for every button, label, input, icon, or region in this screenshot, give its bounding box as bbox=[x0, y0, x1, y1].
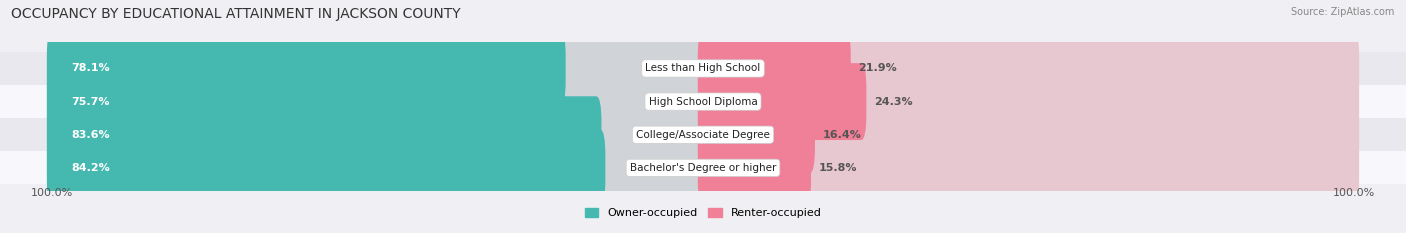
FancyBboxPatch shape bbox=[46, 129, 709, 206]
FancyBboxPatch shape bbox=[0, 85, 1406, 118]
FancyBboxPatch shape bbox=[697, 30, 851, 107]
Text: OCCUPANCY BY EDUCATIONAL ATTAINMENT IN JACKSON COUNTY: OCCUPANCY BY EDUCATIONAL ATTAINMENT IN J… bbox=[11, 7, 461, 21]
Text: 24.3%: 24.3% bbox=[875, 97, 912, 106]
Text: 16.4%: 16.4% bbox=[823, 130, 862, 140]
Text: 83.6%: 83.6% bbox=[72, 130, 110, 140]
FancyBboxPatch shape bbox=[0, 151, 1406, 185]
FancyBboxPatch shape bbox=[697, 96, 815, 173]
FancyBboxPatch shape bbox=[46, 30, 709, 107]
FancyBboxPatch shape bbox=[0, 52, 1406, 85]
Text: College/Associate Degree: College/Associate Degree bbox=[636, 130, 770, 140]
Text: High School Diploma: High School Diploma bbox=[648, 97, 758, 106]
FancyBboxPatch shape bbox=[697, 63, 866, 140]
FancyBboxPatch shape bbox=[697, 129, 1360, 206]
FancyBboxPatch shape bbox=[46, 63, 550, 140]
FancyBboxPatch shape bbox=[697, 63, 1360, 140]
FancyBboxPatch shape bbox=[697, 129, 811, 206]
FancyBboxPatch shape bbox=[46, 96, 709, 173]
Text: Bachelor's Degree or higher: Bachelor's Degree or higher bbox=[630, 163, 776, 173]
FancyBboxPatch shape bbox=[697, 96, 1360, 173]
Text: 84.2%: 84.2% bbox=[72, 163, 110, 173]
Text: 75.7%: 75.7% bbox=[72, 97, 110, 106]
Text: 100.0%: 100.0% bbox=[1333, 188, 1375, 199]
FancyBboxPatch shape bbox=[0, 118, 1406, 151]
Text: 15.8%: 15.8% bbox=[818, 163, 858, 173]
FancyBboxPatch shape bbox=[697, 30, 1360, 107]
Text: 100.0%: 100.0% bbox=[31, 188, 73, 199]
Text: Source: ZipAtlas.com: Source: ZipAtlas.com bbox=[1291, 7, 1395, 17]
Text: Less than High School: Less than High School bbox=[645, 63, 761, 73]
Text: 21.9%: 21.9% bbox=[859, 63, 897, 73]
Legend: Owner-occupied, Renter-occupied: Owner-occupied, Renter-occupied bbox=[585, 208, 821, 218]
FancyBboxPatch shape bbox=[46, 96, 602, 173]
Text: 78.1%: 78.1% bbox=[72, 63, 110, 73]
FancyBboxPatch shape bbox=[46, 63, 709, 140]
FancyBboxPatch shape bbox=[46, 30, 565, 107]
FancyBboxPatch shape bbox=[46, 129, 606, 206]
